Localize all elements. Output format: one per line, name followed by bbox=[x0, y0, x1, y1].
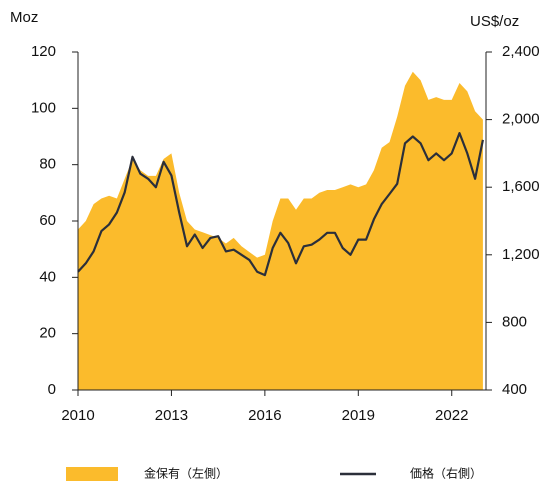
x-tick-label: 2022 bbox=[435, 407, 468, 424]
x-tick-label: 2016 bbox=[248, 407, 281, 424]
area bbox=[78, 71, 483, 390]
y2-tick-label: 2,400 bbox=[502, 43, 540, 60]
y-tick-label: 0 bbox=[48, 381, 56, 398]
y-tick-label: 40 bbox=[39, 268, 56, 285]
y2-tick-label: 1,200 bbox=[502, 246, 540, 263]
legend-label: 価格（右側） bbox=[410, 466, 482, 481]
y2-tick-label: 1,600 bbox=[502, 178, 540, 195]
y-tick-label: 120 bbox=[31, 43, 56, 60]
y2-tick-label: 2,000 bbox=[502, 111, 540, 128]
y-axis-label: Moz bbox=[10, 9, 38, 26]
y-tick-label: 100 bbox=[31, 99, 56, 116]
y2-tick-label: 400 bbox=[502, 381, 527, 398]
y-tick-label: 20 bbox=[39, 325, 56, 342]
legend-swatch bbox=[66, 467, 118, 481]
line bbox=[77, 132, 484, 277]
y2-tick-label: 800 bbox=[502, 313, 527, 330]
y-tick-label: 60 bbox=[39, 212, 56, 229]
x-tick-label: 2013 bbox=[155, 407, 188, 424]
y2-axis-label: US$/oz bbox=[470, 13, 519, 30]
x-tick-label: 2019 bbox=[342, 407, 375, 424]
x-tick-label: 2010 bbox=[61, 407, 94, 424]
legend-label: 金保有（左側） bbox=[144, 466, 228, 481]
y-tick-label: 80 bbox=[39, 156, 56, 173]
